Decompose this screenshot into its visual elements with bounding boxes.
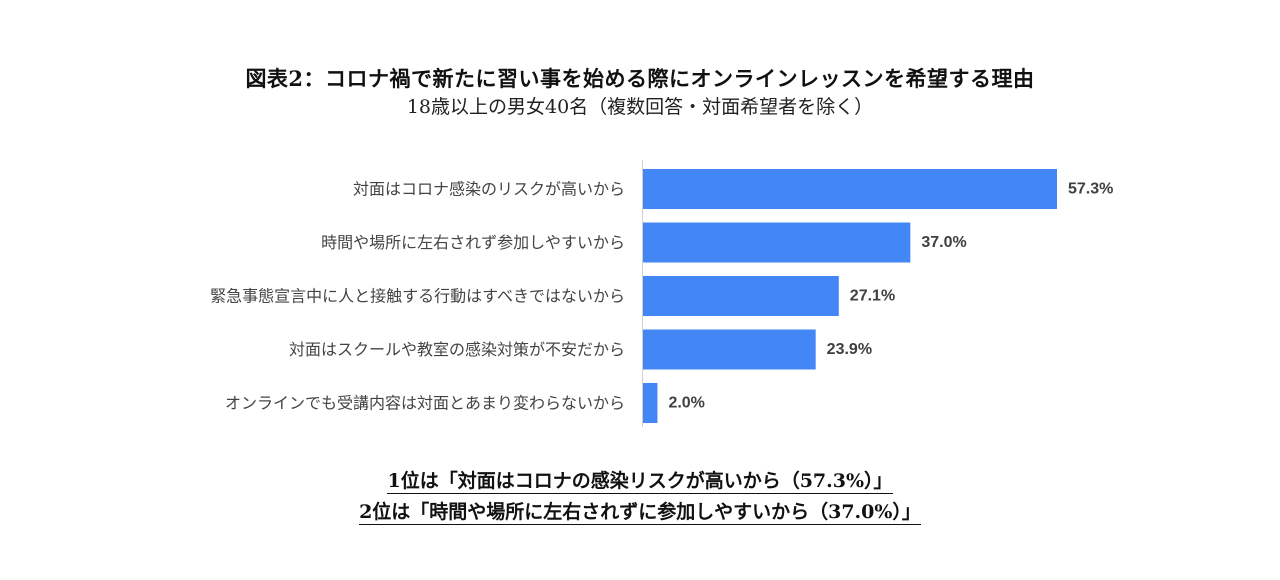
value-label-2: 37.0% [921,234,966,251]
chart-title: 図表2：コロナ禍で新たに習い事を始める際にオンラインレッスンを希望する理由 [245,66,1035,91]
bar-1 [643,169,1057,209]
summary-rank-1-text: 1位は「対面はコロナの感染リスクが高いから（57.3%）」 [387,470,893,494]
category-label-3: 緊急事態宣言中に人と接触する行動はすべきではないから [210,287,625,306]
bar-2 [643,222,911,263]
summary-rank-1: 1位は「対面はコロナの感染リスクが高いから（57.3%）」 [0,466,1280,494]
category-label-4: 対面はスクールや教室の感染対策が不安だから [289,340,625,359]
category-label-1: 対面はコロナ感染のリスクが高いから [353,180,625,199]
category-label-5: オンラインでも受講内容は対面とあまり変わらないから [225,394,625,413]
bar-chart: 対面はコロナ感染のリスクが高いから 57.3% 時間や場所に左右されず参加しやすいか… [210,160,1113,427]
bar-5 [643,383,658,423]
bar-3 [643,276,839,316]
summary-rank-2-text: 2位は「時間や場所に左右されずに参加しやすいから（37.0%）」 [359,501,921,525]
chart-subtitle: 18歳以上の男女40名（複数回答・対面希望者を除く） [406,96,874,118]
bar-4 [643,329,816,370]
value-label-1: 57.3% [1068,181,1113,198]
summary-rank-2: 2位は「時間や場所に左右されずに参加しやすいから（37.0%）」 [0,497,1280,525]
value-label-4: 23.9% [827,341,872,358]
value-label-3: 27.1% [850,288,895,305]
category-label-2: 時間や場所に左右されず参加しやすいから [321,233,625,252]
value-label-5: 2.0% [668,395,704,412]
